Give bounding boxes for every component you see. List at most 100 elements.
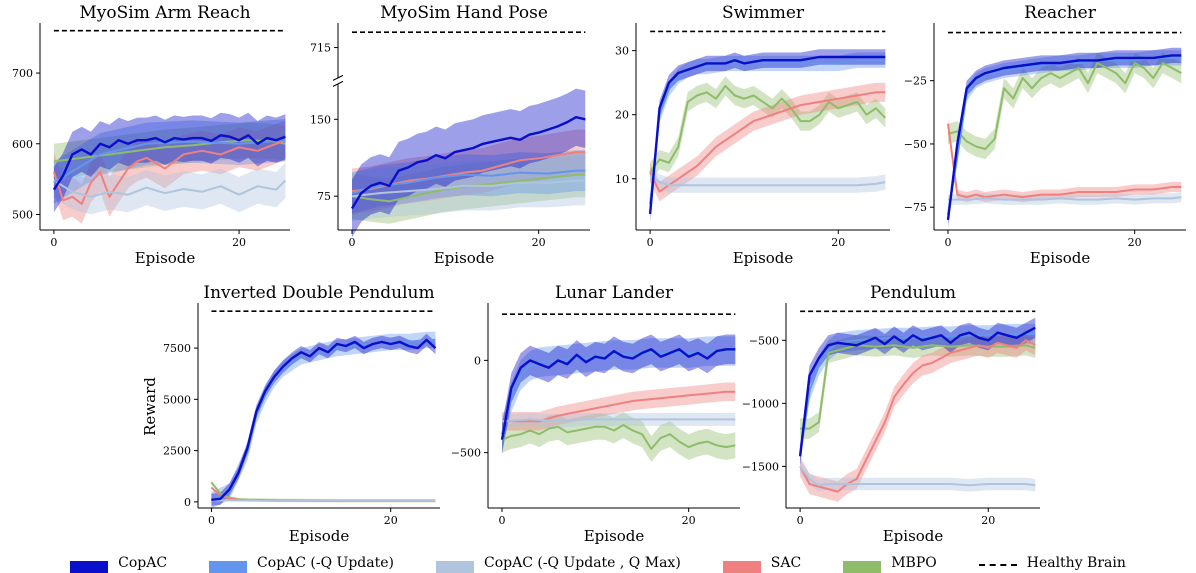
line-mbpo <box>800 344 1036 430</box>
y-tick-label: 75 <box>317 190 331 203</box>
line-copac <box>350 115 586 210</box>
band-copac-q-update-q-max <box>650 167 886 193</box>
legend-swatch-copac-no-q-update <box>209 561 248 573</box>
x-axis-label: Episode <box>733 249 794 267</box>
line-copac-q-update-q-max <box>211 499 436 502</box>
legend-item-sac: SAC <box>722 555 802 573</box>
legend-label-copac-no-q-update: CopAC (-Q Update) <box>257 555 394 571</box>
band-copac <box>502 334 736 455</box>
panel-lunar-lander: Lunar Lander −500 0 0 20 Episode <box>451 283 740 545</box>
y-tick-label: −500 <box>749 334 779 347</box>
panel-title: Pendulum <box>870 283 956 303</box>
panel-inverted-double-pendulum: Inverted Double Pendulum 0 2500 5000 7500 0 20… <box>141 283 440 545</box>
panel-pendulum: Pendulum −1500 −1000 −500 0 20 Episode <box>742 283 1040 545</box>
legend-swatch-copac-no-q-update-q-max <box>435 561 474 573</box>
band-copac-q-update <box>211 331 436 509</box>
panel-myosim-arm-reach: MyoSim Arm Reach 500 600 700 0 20 Episode Rewar… <box>0 3 290 267</box>
legend-swatch-sac <box>722 561 761 573</box>
band-sac <box>53 120 286 224</box>
band-mbpo <box>352 152 586 224</box>
y-tick-label: −1000 <box>742 397 779 410</box>
band-copac <box>53 112 286 213</box>
legend-label-mbpo: MBPO <box>891 555 937 571</box>
x-axis-label: Episode <box>289 527 350 545</box>
line-mbpo <box>210 481 436 502</box>
y-tick-label: −25 <box>904 75 927 88</box>
x-tick-label: 0 <box>797 514 804 527</box>
panel-title: MyoSim Hand Pose <box>380 3 548 23</box>
band-copac <box>650 49 886 222</box>
line-copac-q-update <box>799 333 1036 454</box>
legend-label-sac: SAC <box>770 555 802 571</box>
y-tick-label: 30 <box>615 45 629 58</box>
y-tick-label: 150 <box>310 113 331 126</box>
y-tick-label: 2500 <box>163 445 191 458</box>
x-tick-label: 20 <box>532 236 546 249</box>
x-axis-label: Episode <box>883 527 944 545</box>
x-tick-label: 0 <box>349 236 356 249</box>
y-tick-label: 715 <box>310 42 331 55</box>
x-tick-label: 0 <box>945 236 952 249</box>
line-mbpo <box>501 424 736 450</box>
line-sac <box>947 123 1182 199</box>
x-axis-label: Episode <box>135 249 196 267</box>
y-axis-label: Reward <box>0 98 1 157</box>
legend-swatch-healthy-brain <box>978 564 1017 566</box>
x-axis-label: Episode <box>434 249 495 267</box>
band-mbpo <box>502 412 736 462</box>
legend-item-copac: CopAC <box>70 556 167 573</box>
x-tick-label: 20 <box>682 514 696 527</box>
panel-title: Lunar Lander <box>555 283 674 303</box>
band-copac <box>800 317 1036 467</box>
y-tick-label: −75 <box>904 201 927 214</box>
y-axis-label: Reward <box>141 377 159 436</box>
band-copac-q-update <box>53 119 286 204</box>
line-copac-q-update-q-max <box>53 179 287 198</box>
axis-break-gap <box>335 78 341 85</box>
y-tick-label: 600 <box>12 138 33 151</box>
line-copac-q-update-q-max <box>799 465 1036 487</box>
x-tick-label: 20 <box>384 514 398 527</box>
chart-legend: CopAC CopAC (-Q Update) CopAC (-Q Update… <box>0 555 1196 573</box>
legend-item-copac-no-q-update-q-max: CopAC (-Q Update , Q Max) <box>435 556 681 573</box>
line-copac <box>500 348 736 440</box>
panel-reacher: Reacher −75 −50 −25 0 20 Episode <box>904 3 1186 267</box>
x-tick-label: 0 <box>50 236 57 249</box>
y-tick-label: 0 <box>184 496 191 509</box>
y-tick-label: 20 <box>615 109 629 122</box>
legend-swatch-copac <box>70 561 109 573</box>
panel-title: Inverted Double Pendulum <box>203 283 434 303</box>
y-tick-label: 0 <box>474 354 481 367</box>
y-tick-label: −50 <box>904 138 927 151</box>
line-copac-q-update-q-max <box>948 196 1182 201</box>
y-tick-label: −1500 <box>742 460 779 473</box>
panel-title: Swimmer <box>722 3 805 23</box>
line-copac-q-update <box>947 56 1182 215</box>
line-copac <box>798 326 1036 457</box>
line-copac <box>52 134 286 191</box>
axis-break-mark <box>332 74 344 81</box>
y-tick-label: 5000 <box>163 393 191 406</box>
x-tick-label: 20 <box>981 514 995 527</box>
line-sac <box>52 139 286 205</box>
band-sac <box>502 382 736 431</box>
legend-item-healthy-brain: Healthy Brain <box>978 555 1126 571</box>
y-tick-label: 700 <box>12 67 33 80</box>
y-tick-label: −500 <box>451 447 481 460</box>
y-tick-label: 500 <box>12 208 33 221</box>
band-mbpo <box>650 76 886 182</box>
line-sac <box>799 339 1036 493</box>
legend-swatch-mbpo <box>843 561 882 573</box>
x-tick-label: 0 <box>208 514 215 527</box>
x-tick-label: 0 <box>499 514 506 527</box>
band-sac <box>948 118 1182 203</box>
panel-title: Reacher <box>1024 3 1097 23</box>
legend-label-healthy-brain: Healthy Brain <box>1026 555 1126 571</box>
x-axis-label: Episode <box>1030 249 1091 267</box>
line-copac-q-update-q-max <box>351 179 586 198</box>
legend-item-copac-no-q-update: CopAC (-Q Update) <box>209 556 394 573</box>
band-copac-q-update <box>800 323 1036 464</box>
axis-break-mark <box>332 80 344 87</box>
legend-label-copac: CopAC <box>118 555 168 571</box>
